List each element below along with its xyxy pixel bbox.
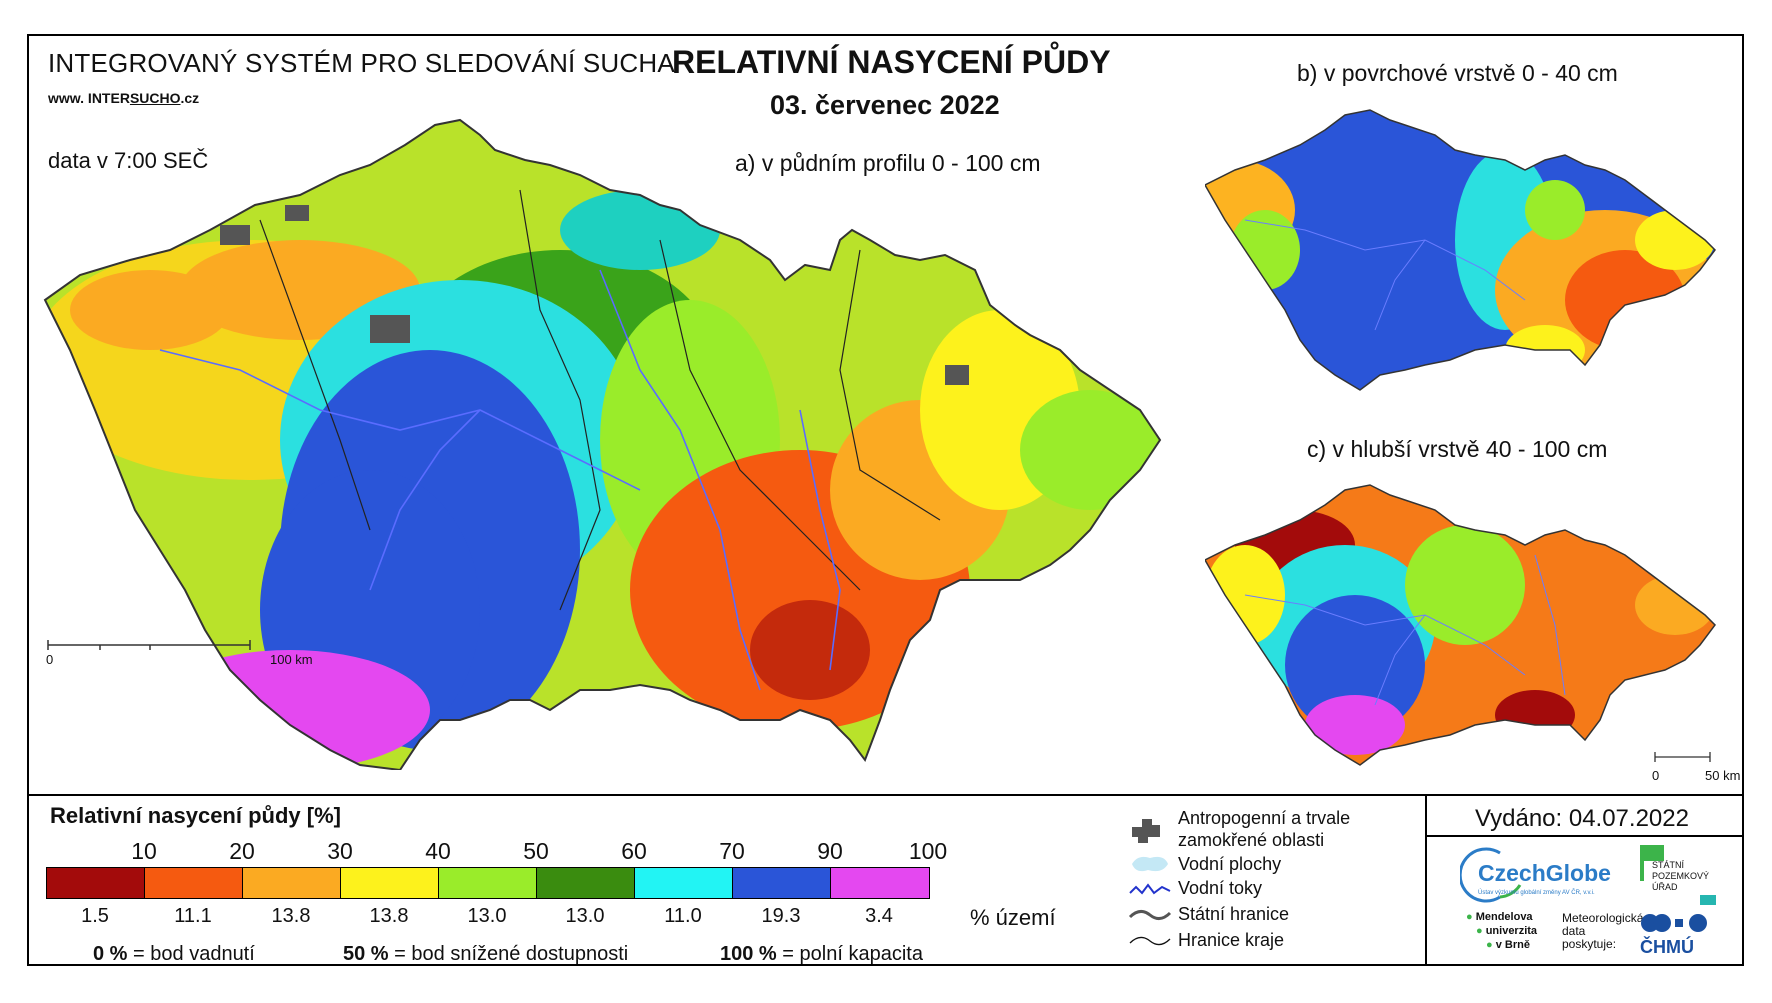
legend-color-5 bbox=[537, 868, 635, 898]
legend-color-4 bbox=[439, 868, 537, 898]
scale-main-start: 0 bbox=[46, 652, 54, 667]
legend-color-0 bbox=[47, 868, 145, 898]
map-c-label: c) v hlubší vrstvě 40 - 100 cm bbox=[1307, 436, 1608, 462]
scale-small-start: 0 bbox=[1652, 768, 1660, 783]
legend-percentage: 19.3 bbox=[761, 905, 801, 927]
legend-percentage: 3.4 bbox=[865, 905, 893, 927]
legend-tick: 10 bbox=[131, 838, 157, 864]
legend-color-3 bbox=[341, 868, 439, 898]
map-date: 03. červenec 2022 bbox=[770, 90, 1000, 120]
spu-logo-icon bbox=[1640, 845, 1664, 861]
scale-small-end: 50 km bbox=[1705, 768, 1741, 783]
water-area-icon bbox=[1132, 856, 1168, 872]
czechglobe-logo bbox=[1458, 845, 1620, 910]
legend-tick: 60 bbox=[621, 838, 647, 864]
region-border-icon bbox=[1129, 936, 1171, 945]
map-a-label: a) v půdním profilu 0 - 100 cm bbox=[735, 150, 1041, 176]
data-time: data v 7:00 SEČ bbox=[48, 148, 209, 173]
legend-percentage: 13.0 bbox=[467, 905, 507, 927]
legend-percentage: 13.0 bbox=[565, 905, 605, 927]
chmu-name: ČHMÚ bbox=[1640, 937, 1694, 957]
spu-name: STÁTNÍ POZEMKOVÝ ÚŘAD bbox=[1652, 860, 1710, 892]
legend-region-border: Hranice kraje bbox=[1128, 930, 1284, 951]
czechglobe-subtitle: Ústav výzkumu globální změny AV ČR, v.v.… bbox=[1478, 890, 1595, 896]
meteo-data-provider: Meteorologická data poskytuje: bbox=[1562, 911, 1644, 951]
legend-colorbar bbox=[46, 867, 930, 899]
czechglobe-name: CzechGlobe bbox=[1478, 860, 1611, 886]
spu-logo-bar bbox=[1640, 845, 1644, 881]
state-border-icon bbox=[1128, 909, 1172, 920]
map-frame bbox=[27, 34, 1744, 966]
czechglobe-logo-icon bbox=[1458, 847, 1522, 903]
legend-color-6 bbox=[635, 868, 733, 898]
system-name: INTEGROVANÝ SYSTÉM PRO SLEDOVÁNÍ SUCHA bbox=[48, 48, 675, 78]
soil-saturation-map-deep bbox=[1205, 484, 1716, 766]
legend-water-areas: Vodní plochy bbox=[1128, 852, 1281, 876]
legend-percent-unit: % území bbox=[970, 905, 1056, 930]
legend-color-1 bbox=[145, 868, 243, 898]
legend-color-7 bbox=[733, 868, 831, 898]
scale-main-end: 100 km bbox=[270, 652, 313, 667]
legend-percentage: 1.5 bbox=[81, 905, 109, 927]
chmu-logo-icon bbox=[1640, 911, 1720, 942]
legend-state-border: Státní hranice bbox=[1128, 904, 1289, 925]
legend-tick: 20 bbox=[229, 838, 255, 864]
mendel-university: ● Mendelova ● univerzita ● v Brně bbox=[1466, 911, 1538, 951]
legend-tick: 90 bbox=[817, 838, 843, 864]
legend-tick: 30 bbox=[327, 838, 353, 864]
legend-water-streams: Vodní toky bbox=[1128, 878, 1262, 899]
legend-tick: 100 bbox=[908, 838, 948, 864]
legend-tick: 50 bbox=[523, 838, 549, 864]
map-b-label: b) v povrchové vrstvě 0 - 40 cm bbox=[1297, 60, 1618, 86]
soil-saturation-map-main bbox=[43, 118, 1162, 770]
page-title: RELATIVNÍ NASYCENÍ PŮDY bbox=[672, 44, 1111, 80]
note-reduced-availability: 50 % = bod snížené dostupnosti bbox=[343, 943, 629, 965]
legend-color-2 bbox=[243, 868, 341, 898]
legend-divider bbox=[27, 794, 1744, 796]
footer-divider-vertical bbox=[1425, 794, 1427, 966]
note-field-capacity: 100 % = polní kapacita bbox=[720, 943, 923, 965]
legend-percentage: 13.8 bbox=[271, 905, 311, 927]
legend-tick: 70 bbox=[719, 838, 745, 864]
water-stream-icon bbox=[1129, 882, 1171, 895]
legend-color-8 bbox=[831, 868, 929, 898]
anthropogenic-area-icon bbox=[1132, 819, 1160, 843]
footer-divider-horizontal bbox=[1425, 835, 1744, 837]
legend-percentage: 11.1 bbox=[174, 905, 212, 927]
soil-saturation-map-surface bbox=[1205, 109, 1716, 391]
website-link[interactable]: www. INTERSUCHO.cz bbox=[48, 90, 200, 106]
note-wilting-point: 0 % = bod vadnutí bbox=[93, 943, 255, 965]
legend-anthropogenic: Antropogenní a trvale zamokřené oblasti bbox=[1128, 808, 1350, 852]
legend-title: Relativní nasycení půdy [%] bbox=[50, 803, 341, 828]
issued-date: Vydáno: 04.07.2022 bbox=[1475, 805, 1689, 832]
spu-logo-square bbox=[1700, 895, 1716, 905]
legend-tick: 40 bbox=[425, 838, 451, 864]
legend-percentage: 13.8 bbox=[369, 905, 409, 927]
legend-percentage: 11.0 bbox=[664, 905, 702, 927]
